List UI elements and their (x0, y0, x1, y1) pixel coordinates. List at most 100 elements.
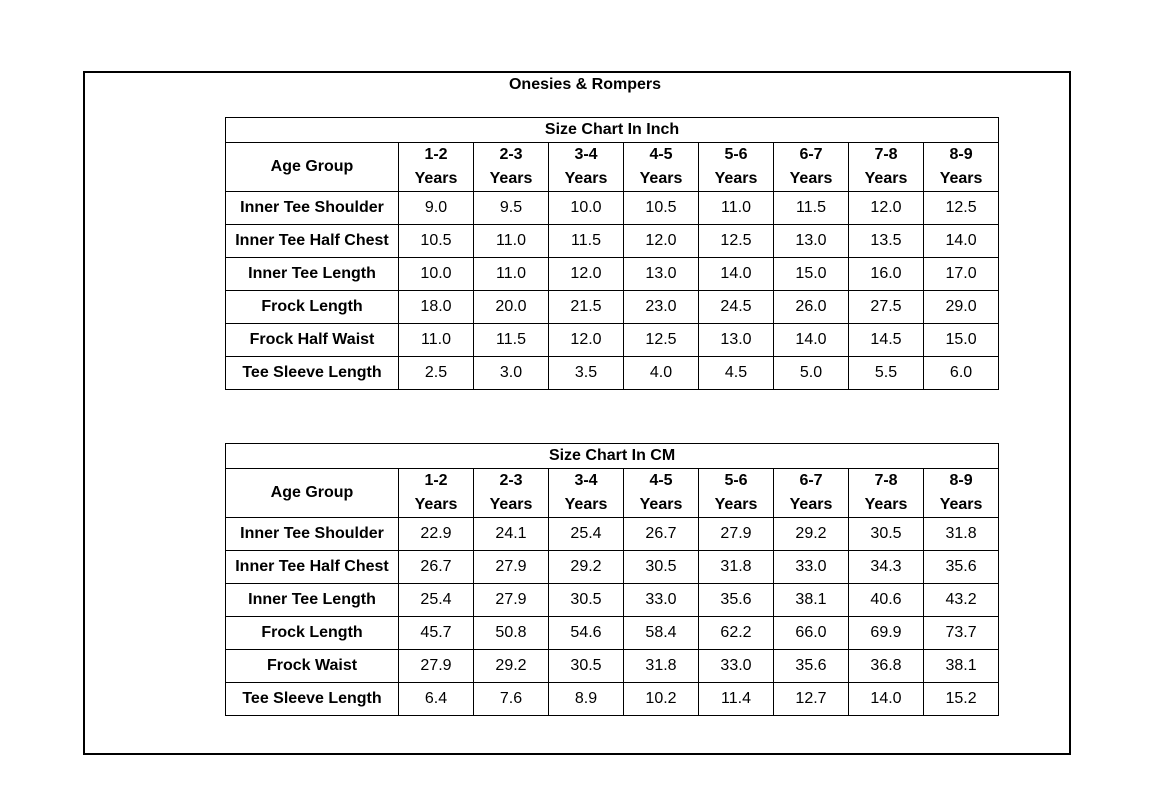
age-range: 5-6 (724, 146, 748, 163)
measurement-value: 69.9 (848, 616, 924, 650)
measurement-value: 29.2 (548, 550, 624, 584)
table-row: Frock Waist 27.9 29.2 30.5 31.8 33.0 35.6 36.8 3… (225, 649, 1000, 683)
table-row: Inner Tee Half Chest 26.7 27.9 29.2 30.5 31.8… (225, 550, 1000, 584)
age-unit: Years (789, 496, 833, 513)
measurement-value: 31.8 (922, 517, 1000, 551)
age-range: 3-4 (574, 146, 598, 163)
measurement-value: 10.2 (623, 682, 699, 716)
measurement-value: 17.0 (922, 257, 1000, 291)
measurement-value: 35.6 (773, 649, 849, 683)
size-chart-inch: Size Chart In Inch Age Group 1-2 Years 2-3 Ye… (224, 117, 1000, 390)
measurement-value: 25.4 (398, 583, 474, 617)
table-header-row: Age Group 1-2 Years 2-3 Years 3-4 Years 4-5 Year… (225, 142, 1000, 192)
measurement-value: 10.5 (398, 224, 474, 258)
measurement-value: 12.5 (623, 323, 699, 357)
measurement-value: 9.0 (398, 191, 474, 225)
measurement-label: Tee Sleeve Length (225, 682, 399, 716)
table-caption: Size Chart In Inch (224, 117, 1000, 143)
measurement-label: Tee Sleeve Length (225, 356, 399, 390)
measurement-label: Frock Waist (225, 649, 399, 683)
age-column-header: 8-9 Years (922, 468, 1000, 518)
measurement-value: 26.7 (398, 550, 474, 584)
table-header-row: Age Group 1-2 Years 2-3 Years 3-4 Years 4-5 Year… (225, 468, 1000, 518)
measurement-value: 16.0 (848, 257, 924, 291)
measurement-value: 36.8 (848, 649, 924, 683)
measurement-value: 13.5 (848, 224, 924, 258)
measurement-value: 11.5 (773, 191, 849, 225)
measurement-value: 15.0 (773, 257, 849, 291)
measurement-value: 10.0 (548, 191, 624, 225)
age-column-header: 3-4 Years (548, 142, 624, 192)
measurement-value: 21.5 (548, 290, 624, 324)
measurement-value: 7.6 (473, 682, 549, 716)
age-range: 5-6 (724, 472, 748, 489)
measurement-value: 35.6 (922, 550, 1000, 584)
table-caption-row: Size Chart In CM (224, 443, 1000, 469)
measurement-value: 38.1 (773, 583, 849, 617)
measurement-label: Inner Tee Half Chest (225, 550, 399, 584)
measurement-value: 11.0 (698, 191, 774, 225)
measurement-value: 12.0 (548, 323, 624, 357)
measurement-value: 34.3 (848, 550, 924, 584)
measurement-label: Inner Tee Half Chest (225, 224, 399, 258)
age-unit: Years (414, 170, 458, 187)
age-column-header: 6-7 Years (773, 468, 849, 518)
measurement-value: 29.2 (773, 517, 849, 551)
table-row: Inner Tee Length 25.4 27.9 30.5 33.0 35.6 38.1… (225, 583, 1000, 617)
measurement-value: 50.8 (473, 616, 549, 650)
age-column-header: 2-3 Years (473, 468, 549, 518)
age-unit: Years (864, 496, 908, 513)
measurement-value: 38.1 (922, 649, 1000, 683)
measurement-value: 14.5 (848, 323, 924, 357)
measurement-value: 15.0 (922, 323, 1000, 357)
measurement-value: 12.0 (623, 224, 699, 258)
measurement-value: 22.9 (398, 517, 474, 551)
measurement-label: Inner Tee Length (225, 257, 399, 291)
age-unit: Years (414, 496, 458, 513)
measurement-value: 5.0 (773, 356, 849, 390)
measurement-value: 45.7 (398, 616, 474, 650)
measurement-value: 27.9 (698, 517, 774, 551)
measurement-label: Frock Half Waist (225, 323, 399, 357)
measurement-value: 23.0 (623, 290, 699, 324)
age-unit: Years (564, 170, 608, 187)
age-unit: Years (864, 170, 908, 187)
age-range: 8-9 (949, 146, 973, 163)
table-row: Tee Sleeve Length 6.4 7.6 8.9 10.2 11.4 12.7 14… (225, 682, 1000, 716)
age-column-header: 2-3 Years (473, 142, 549, 192)
measurement-value: 12.7 (773, 682, 849, 716)
age-column-header: 4-5 Years (623, 468, 699, 518)
age-range: 6-7 (799, 146, 823, 163)
age-column-header: 5-6 Years (698, 468, 774, 518)
age-range: 4-5 (649, 472, 673, 489)
measurement-value: 27.5 (848, 290, 924, 324)
table-row: Frock Length 18.0 20.0 21.5 23.0 24.5 26.0 27.5… (225, 290, 1000, 324)
measurement-value: 25.4 (548, 517, 624, 551)
age-unit: Years (564, 496, 608, 513)
measurement-value: 10.5 (623, 191, 699, 225)
age-column-header: 8-9 Years (922, 142, 1000, 192)
measurement-label: Inner Tee Shoulder (225, 517, 399, 551)
age-unit: Years (939, 170, 983, 187)
age-range: 4-5 (649, 146, 673, 163)
measurement-value: 27.9 (473, 550, 549, 584)
measurement-value: 27.9 (473, 583, 549, 617)
measurement-value: 11.0 (473, 224, 549, 258)
measurement-value: 20.0 (473, 290, 549, 324)
age-range: 8-9 (949, 472, 973, 489)
age-unit: Years (714, 170, 758, 187)
age-range: 2-3 (499, 146, 523, 163)
measurement-label: Frock Length (225, 616, 399, 650)
age-column-header: 3-4 Years (548, 468, 624, 518)
measurement-value: 12.5 (698, 224, 774, 258)
measurement-value: 62.2 (698, 616, 774, 650)
measurement-value: 12.0 (848, 191, 924, 225)
measurement-value: 29.0 (922, 290, 1000, 324)
measurement-value: 26.0 (773, 290, 849, 324)
table-caption-row: Size Chart In Inch (224, 117, 1000, 143)
measurement-value: 11.4 (698, 682, 774, 716)
measurement-value: 10.0 (398, 257, 474, 291)
measurement-value: 4.5 (698, 356, 774, 390)
age-range: 2-3 (499, 472, 523, 489)
age-group-header: Age Group (225, 468, 399, 518)
